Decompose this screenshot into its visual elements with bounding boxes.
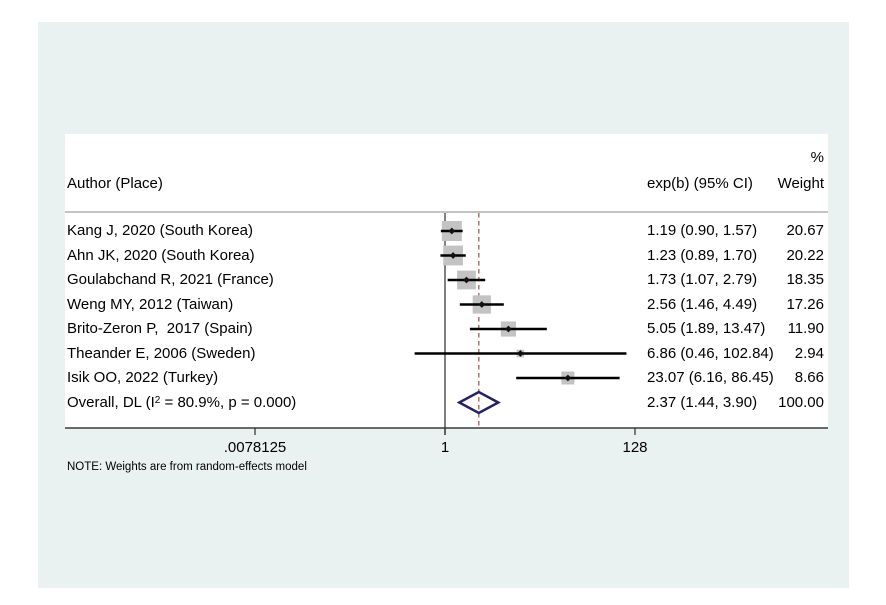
study-row-label: Isik OO, 2022 (Turkey) bbox=[67, 369, 219, 386]
effect-ci-value: 6.86 (0.46, 102.84) bbox=[647, 344, 774, 362]
overall-weight-value: 100.00 bbox=[778, 393, 824, 411]
overall-row-label: Overall, DL (I2 = 80.9%, p = 0.000) bbox=[67, 393, 297, 411]
effect-ci-value: 1.19 (0.90, 1.57) bbox=[647, 222, 758, 239]
study-row-label: Theander E, 2006 (Sweden) bbox=[67, 344, 256, 362]
study-row-label: Kang J, 2020 (South Korea) bbox=[67, 222, 253, 239]
point-marker bbox=[449, 252, 457, 259]
x-tick-label-max: 128 bbox=[622, 439, 648, 456]
study-row-label: Weng MY, 2012 (Taiwan) bbox=[67, 295, 234, 313]
effect-ci-value: 1.73 (1.07, 2.79) bbox=[647, 271, 758, 288]
i-squared-superscript: 2 bbox=[154, 394, 161, 406]
point-marker bbox=[478, 301, 486, 308]
weight-value: 18.35 bbox=[786, 271, 824, 288]
overall-diamond bbox=[456, 390, 501, 415]
point-marker bbox=[505, 325, 512, 333]
overall-effect-ci-value: 2.37 (1.44, 3.90) bbox=[647, 393, 758, 411]
col-header-effect: exp(b) (95% CI) bbox=[647, 175, 753, 192]
col-header-weight-percent: % bbox=[810, 149, 824, 166]
study-row-label: Brito-Zeron P, 2017 (Spain) bbox=[67, 320, 253, 337]
graph-region bbox=[38, 22, 849, 588]
effect-ci-value: 2.56 (1.46, 4.49) bbox=[647, 295, 758, 313]
effect-ci-value: 1.23 (0.89, 1.70) bbox=[647, 246, 758, 264]
point-marker bbox=[517, 350, 524, 357]
weight-value: 2.94 bbox=[794, 344, 824, 362]
x-tick-label-null: 1 bbox=[440, 439, 450, 456]
weight-value: 20.67 bbox=[786, 222, 824, 239]
weights-note: NOTE: Weights are from random-effects mo… bbox=[67, 461, 307, 473]
effect-ci-value: 5.05 (1.89, 13.47) bbox=[647, 320, 766, 337]
weight-value: 20.22 bbox=[786, 246, 824, 264]
study-row-label: Goulabchand R, 2021 (France) bbox=[67, 271, 274, 288]
plot-area bbox=[65, 134, 828, 428]
col-header-weight: Weight bbox=[777, 175, 824, 192]
study-row-label: Ahn JK, 2020 (South Korea) bbox=[67, 246, 255, 264]
weight-value: 11.90 bbox=[787, 320, 824, 337]
weight-value: 17.26 bbox=[786, 295, 824, 313]
point-marker bbox=[564, 374, 572, 382]
point-marker bbox=[463, 276, 470, 284]
effect-ci-value: 23.07 (6.16, 86.45) bbox=[647, 369, 774, 386]
col-header-author: Author (Place) bbox=[67, 175, 163, 192]
weight-value: 8.66 bbox=[794, 369, 824, 386]
point-marker bbox=[448, 227, 456, 235]
x-tick-label-min: .0078125 bbox=[223, 439, 287, 456]
